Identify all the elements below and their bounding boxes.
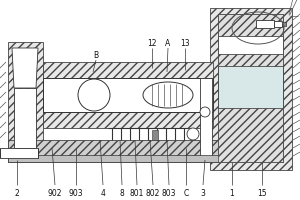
Bar [43,78,213,112]
Ellipse shape [143,82,193,108]
Circle shape [200,107,210,117]
Bar [218,66,283,108]
Bar [274,21,282,27]
Bar [218,54,283,66]
Bar [218,14,283,36]
Bar [14,88,36,148]
Text: 12: 12 [147,38,157,47]
Text: 803: 803 [162,188,176,198]
Text: B: B [93,50,99,60]
Text: 903: 903 [69,188,83,198]
Bar [152,130,158,140]
Bar [210,8,292,170]
Text: 3: 3 [201,188,206,198]
Text: 13: 13 [180,38,190,47]
Text: 801: 801 [130,188,144,198]
Bar [218,36,283,54]
Text: 902: 902 [48,188,62,198]
Bar [0,148,38,158]
Circle shape [187,128,199,140]
Polygon shape [12,48,38,88]
Bar [256,20,274,28]
Text: C: C [183,188,189,198]
Bar [43,62,213,78]
Bar [8,42,43,160]
Bar [200,78,212,160]
Text: A: A [165,38,171,47]
Text: 1: 1 [230,188,234,198]
Bar [282,22,286,26]
Text: 8: 8 [120,188,124,198]
Text: 2: 2 [15,188,20,198]
Text: 15: 15 [257,188,267,198]
Circle shape [78,79,110,111]
Bar [218,108,283,162]
Bar [8,155,268,162]
Bar [218,14,283,162]
Bar [43,112,213,128]
Text: 802: 802 [146,188,160,198]
Text: 4: 4 [100,188,105,198]
Bar [8,140,268,162]
